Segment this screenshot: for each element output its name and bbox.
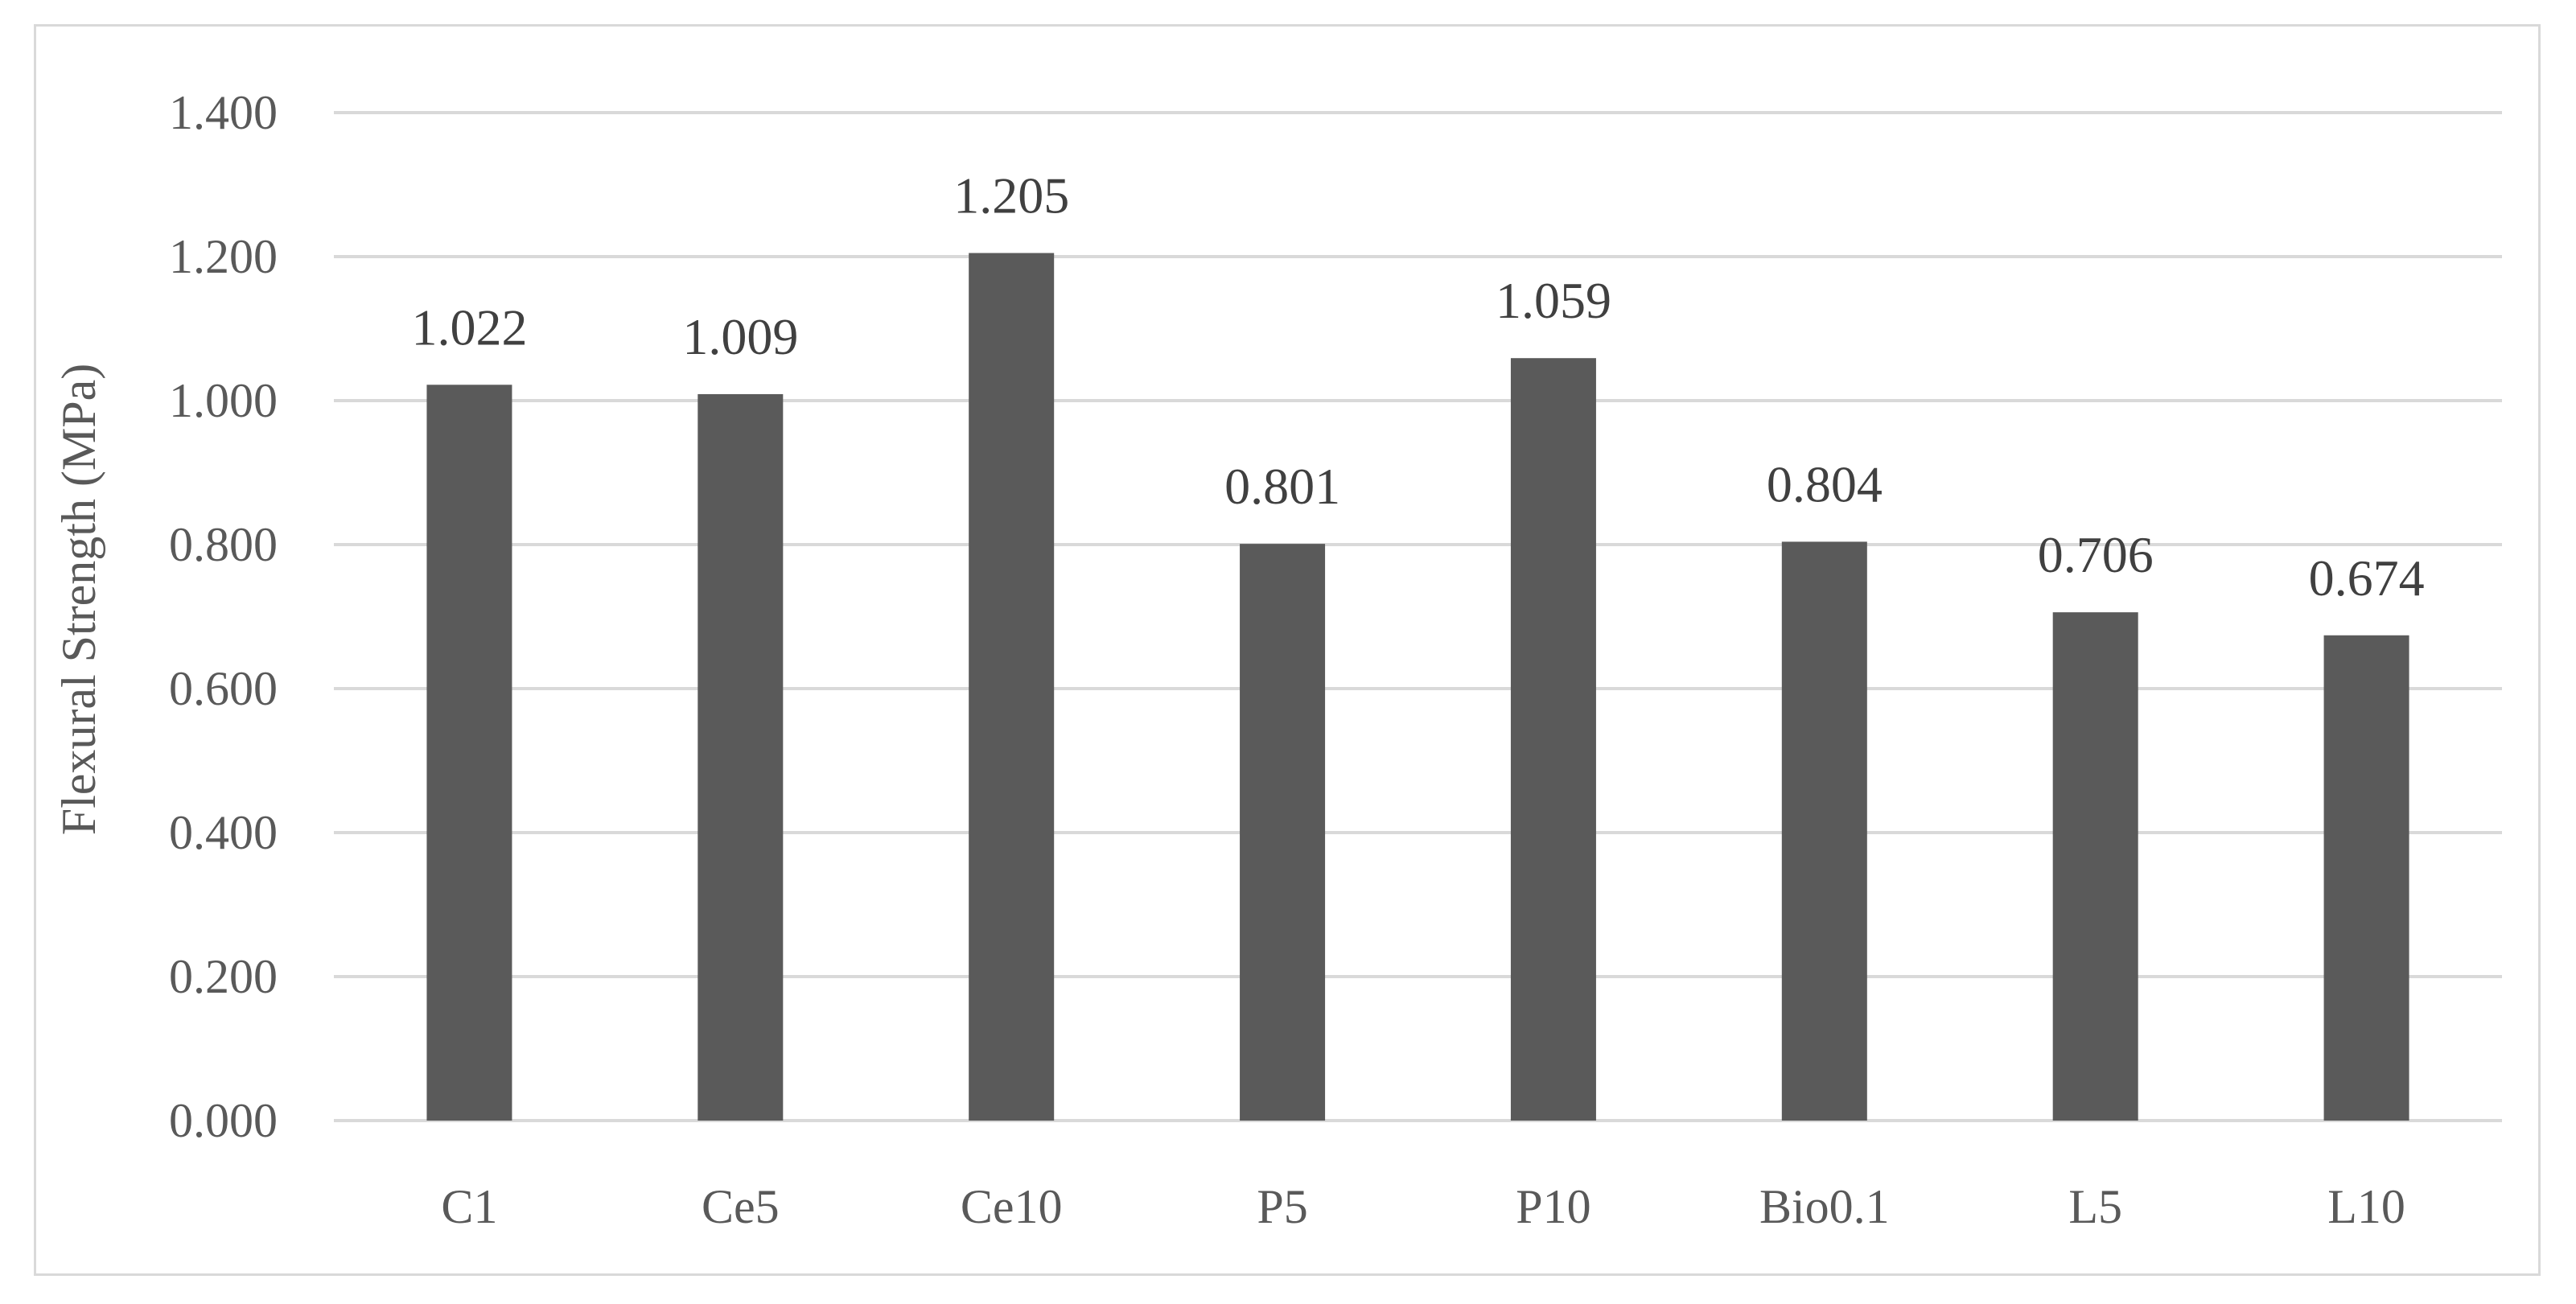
x-tick-label: Ce10: [961, 1180, 1063, 1233]
data-label: 1.009: [682, 308, 798, 365]
data-label: 1.022: [411, 298, 527, 356]
bar-ce5: [697, 393, 784, 1121]
data-label: 0.804: [1767, 455, 1883, 512]
x-tick-label: L10: [2327, 1180, 2405, 1233]
bar-bio0-1: [1781, 541, 1867, 1121]
data-labels: 1.022 1.009 1.205 0.801 1.059 0.804 0.706 0.674: [411, 167, 2424, 607]
y-tick-label: 1.200: [169, 230, 278, 283]
x-tick-label: C1: [441, 1180, 497, 1233]
y-tick-label: 0.400: [169, 806, 278, 859]
y-tick-label: 0.000: [169, 1094, 278, 1147]
data-label: 0.801: [1224, 458, 1340, 515]
x-tick-label: Bio0.1: [1759, 1180, 1890, 1233]
x-tick-label: P10: [1516, 1180, 1590, 1233]
bar-p10: [1510, 358, 1596, 1121]
data-label: 0.674: [2309, 549, 2425, 607]
y-axis-ticks: 0.000 0.200 0.400 0.600 0.800 1.000 1.200 1.400: [169, 86, 278, 1147]
data-label: 1.059: [1496, 272, 1611, 329]
y-tick-label: 0.600: [169, 662, 278, 715]
bar-p5: [1240, 544, 1326, 1121]
data-label: 1.205: [953, 167, 1069, 224]
bar-l5: [2052, 612, 2138, 1121]
y-tick-label: 1.000: [169, 374, 278, 427]
y-axis-label: Flexural Strength (MPa): [52, 364, 105, 836]
bar-l10: [2323, 635, 2409, 1121]
x-tick-label: P5: [1257, 1180, 1307, 1233]
gridlines: [334, 111, 2502, 1122]
y-tick-label: 0.800: [169, 518, 278, 571]
bar-ce10: [969, 253, 1055, 1121]
x-axis-ticks: C1 Ce5 Ce10 P5 P10 Bio0.1 L5 L10: [441, 1180, 2405, 1233]
y-tick-label: 0.200: [169, 950, 278, 1003]
y-tick-label: 1.400: [169, 86, 278, 139]
bar-c1: [426, 385, 512, 1121]
data-label: 0.706: [2038, 526, 2154, 583]
x-tick-label: L5: [2068, 1180, 2122, 1233]
x-tick-label: Ce5: [702, 1180, 780, 1233]
bars: [426, 253, 2409, 1121]
